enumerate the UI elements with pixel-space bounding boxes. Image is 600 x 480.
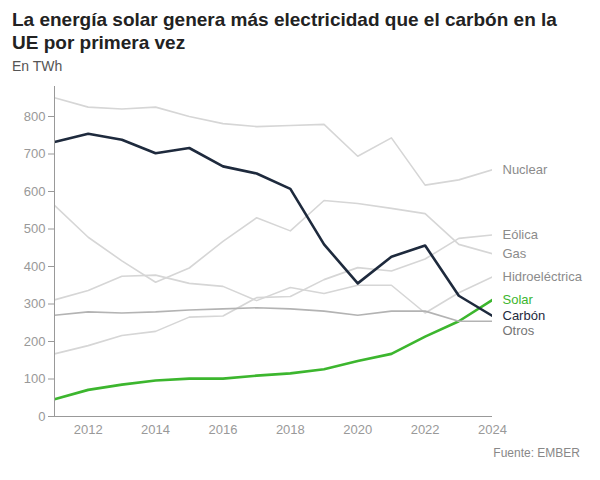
svg-text:2024: 2024 — [478, 422, 507, 437]
svg-text:Nuclear: Nuclear — [503, 162, 548, 177]
html-text:La energía solar genera más el: La energía solar genera más electricidad… — [12, 9, 557, 53]
html-text:En TWh: En TWh — [12, 58, 63, 74]
svg-text:2022: 2022 — [411, 422, 440, 437]
svg-text:2016: 2016 — [209, 422, 238, 437]
html-text:Fuente: EMBER: Fuente: EMBER — [493, 446, 580, 460]
svg-text:600: 600 — [24, 184, 46, 199]
svg-text:Carbón: Carbón — [503, 308, 546, 323]
svg-text:0: 0 — [38, 409, 45, 424]
svg-text:400: 400 — [24, 259, 46, 274]
svg-text:Solar: Solar — [503, 292, 534, 307]
svg-text:Eólica: Eólica — [503, 227, 539, 242]
svg-text:Gas: Gas — [503, 246, 527, 261]
svg-text:500: 500 — [24, 221, 46, 236]
svg-text:Otros: Otros — [503, 323, 535, 338]
svg-text:2014: 2014 — [141, 422, 170, 437]
svg-text:Hidroeléctrica: Hidroeléctrica — [503, 269, 583, 284]
svg-text:700: 700 — [24, 146, 46, 161]
svg-text:2020: 2020 — [343, 422, 372, 437]
svg-text:2012: 2012 — [74, 422, 103, 437]
svg-text:300: 300 — [24, 296, 46, 311]
svg-text:800: 800 — [24, 109, 46, 124]
svg-text:100: 100 — [24, 371, 46, 386]
svg-text:2018: 2018 — [276, 422, 305, 437]
svg-text:200: 200 — [24, 334, 46, 349]
